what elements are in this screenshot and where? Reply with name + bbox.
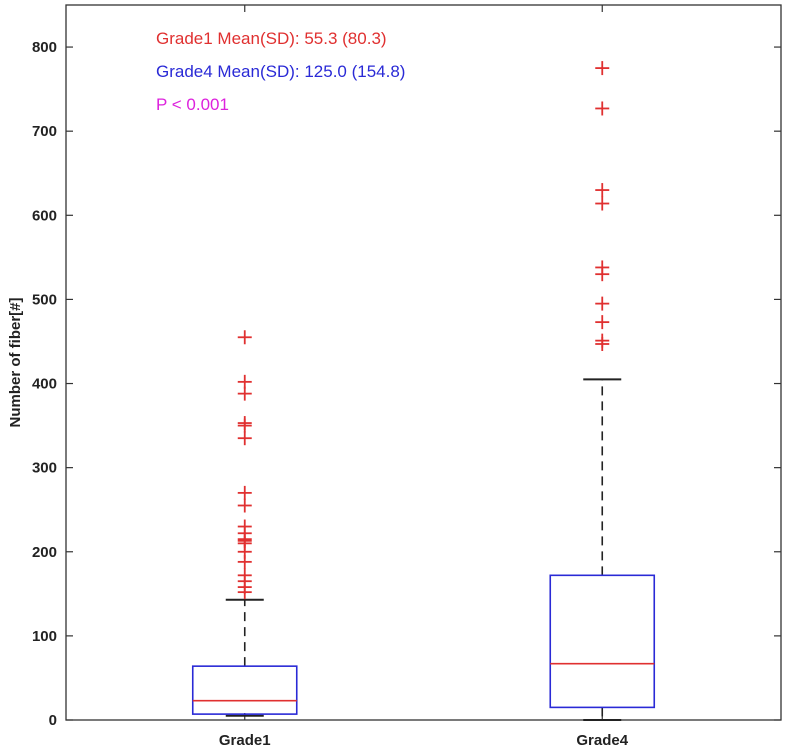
outlier-point	[237, 386, 252, 401]
y-tick-label: 400	[32, 376, 57, 393]
y-tick-label: 500	[32, 291, 57, 308]
outlier-point	[237, 330, 252, 345]
y-axis-label: Number of fiber[#]	[7, 297, 24, 427]
outlier-point	[595, 101, 610, 116]
box-iqr	[191, 665, 298, 715]
y-tick-label: 0	[49, 712, 57, 729]
outlier-point	[595, 296, 610, 311]
y-axis-ticks: 0 100 200 300 400 500 600 700 800	[32, 39, 781, 729]
outlier-point	[237, 416, 252, 431]
y-tick-label: 300	[32, 460, 57, 477]
outlier-point	[237, 519, 252, 534]
outlier-point	[595, 61, 610, 76]
outlier-point	[237, 431, 252, 446]
box-grade4	[549, 61, 656, 721]
annotations: Grade1 Mean(SD): 55.3 (80.3) Grade4 Mean(…	[156, 29, 405, 114]
annotation-1: Grade1 Mean(SD): 55.3 (80.3)	[156, 29, 387, 48]
x-axis-ticks: Grade1 Grade4	[219, 5, 629, 749]
x-tick-label-grade4: Grade4	[576, 732, 628, 749]
y-tick-label: 600	[32, 207, 57, 224]
y-tick-label: 700	[32, 123, 57, 140]
outlier-point	[595, 260, 610, 275]
outlier-point	[237, 374, 252, 389]
box-iqr	[549, 574, 656, 709]
box-series	[191, 61, 656, 721]
outlier-point	[237, 568, 252, 583]
outlier-point	[595, 183, 610, 198]
annotation-2: Grade4 Mean(SD): 125.0 (154.8)	[156, 62, 405, 81]
y-tick-label: 800	[32, 39, 57, 56]
outlier-point	[595, 315, 610, 330]
y-tick-label: 100	[32, 628, 57, 645]
y-tick-label: 200	[32, 544, 57, 561]
plot-frame	[65, 4, 782, 721]
box-grade1	[191, 330, 298, 717]
outlier-point	[237, 498, 252, 513]
x-tick-label-grade1: Grade1	[219, 732, 271, 749]
outlier-point	[237, 485, 252, 500]
outlier-point	[595, 333, 610, 348]
outlier-point	[595, 196, 610, 211]
annotation-3: P < 0.001	[156, 95, 229, 114]
